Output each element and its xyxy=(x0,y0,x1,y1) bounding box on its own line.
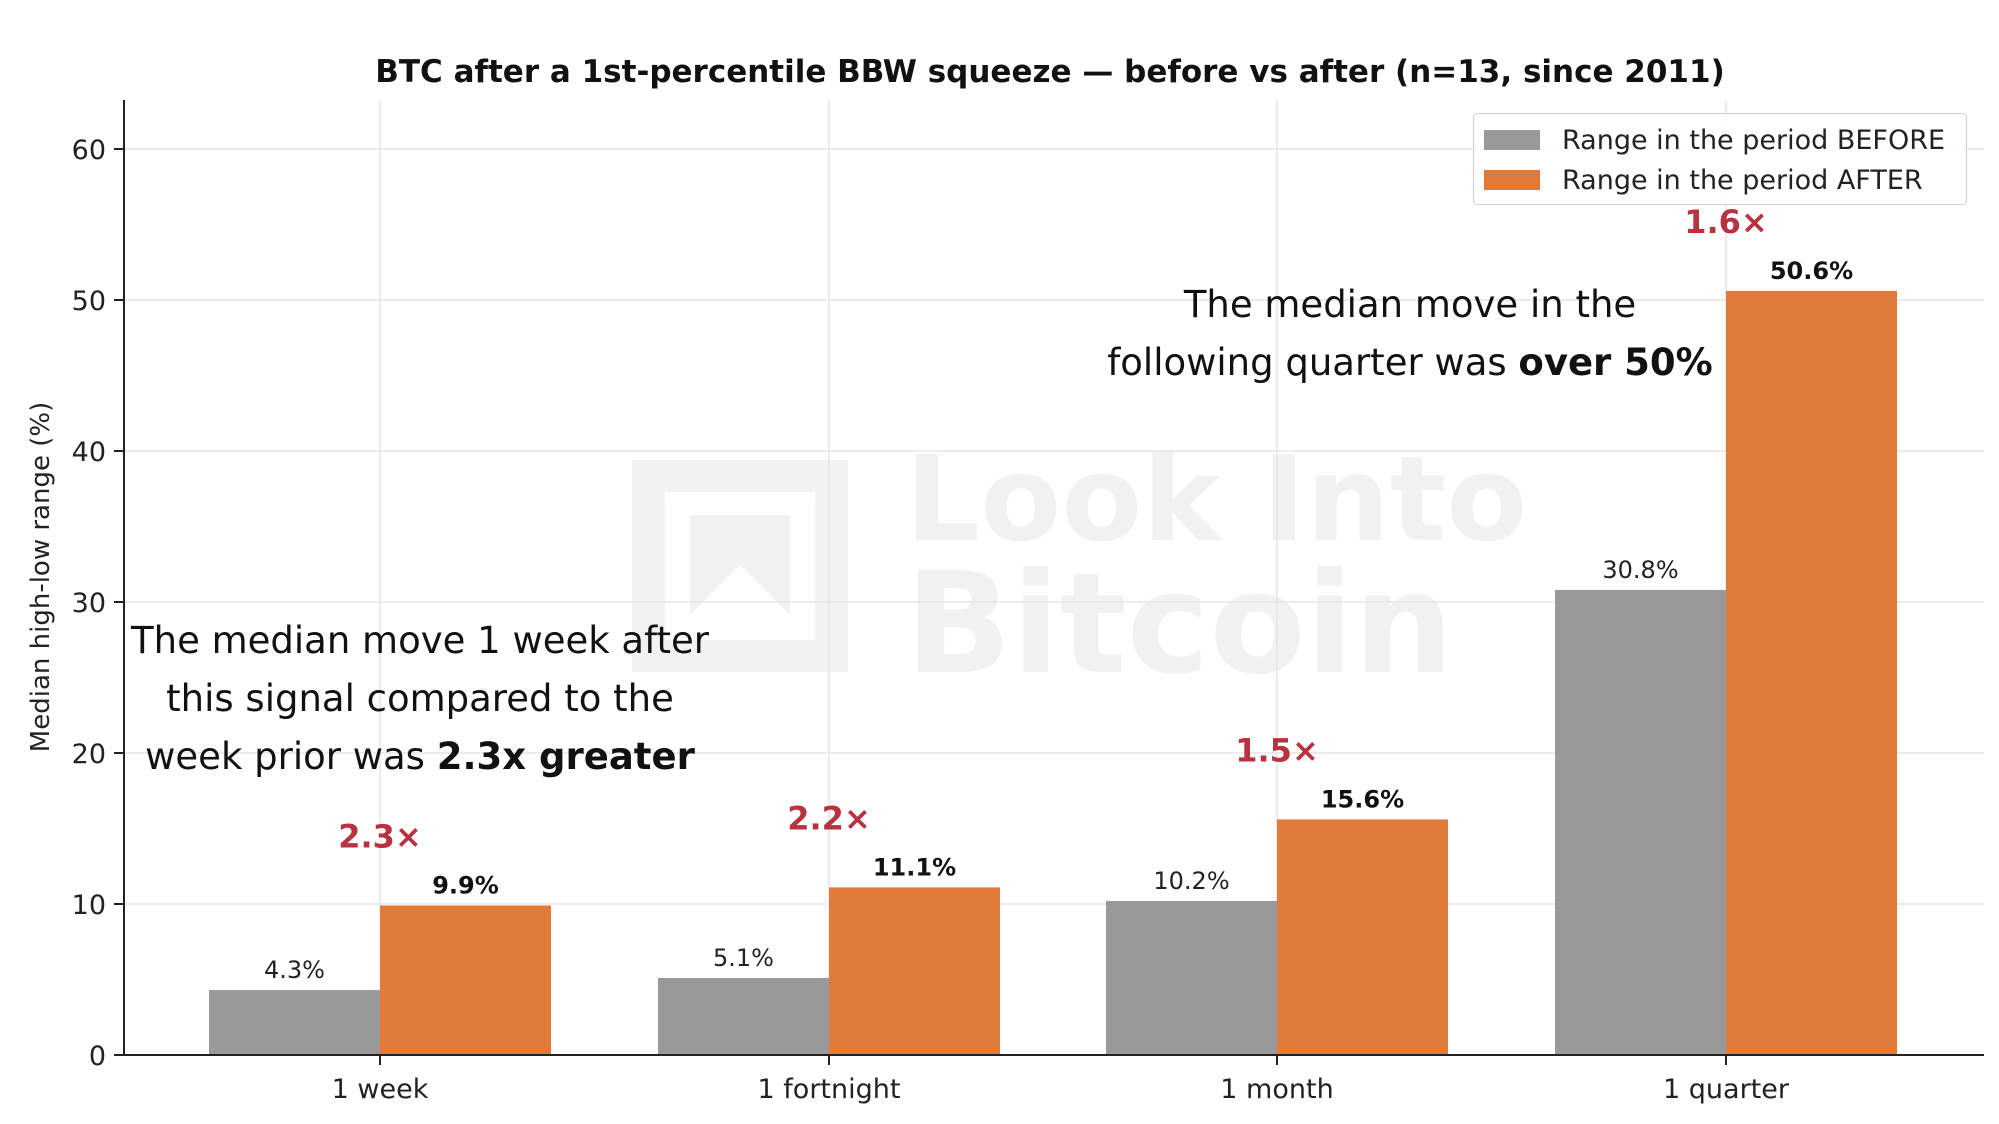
bar-before xyxy=(1555,589,1726,1055)
annotation-quarter-line1: The median move in the xyxy=(1183,283,1637,326)
y-tick-label: 40 xyxy=(72,437,106,468)
annotation-quarter-line2-bold: over 50% xyxy=(1518,341,1713,384)
watermark-logo: Look Into Bitcoin xyxy=(632,430,1527,706)
legend-swatch-after xyxy=(1484,170,1540,190)
annotation-week-line3: week prior was 2.3x greater xyxy=(120,728,720,786)
data-label-after: 11.1% xyxy=(873,853,956,881)
axes-group xyxy=(123,100,1984,1056)
chart-title: BTC after a 1st-percentile BBW squeeze —… xyxy=(375,54,1724,90)
legend-swatch-before xyxy=(1484,130,1540,150)
y-tick-label: 30 xyxy=(72,588,106,619)
y-ticks-group: 0 10 20 30 40 50 60 xyxy=(72,135,124,1072)
annotation-quarter-line2: following quarter was over 50% xyxy=(1090,334,1730,392)
bar-after xyxy=(1726,290,1897,1055)
data-label-before: 30.8% xyxy=(1602,556,1678,584)
watermark-text-line1: Look Into xyxy=(905,430,1527,568)
bar-after xyxy=(380,905,551,1055)
data-label-after: 15.6% xyxy=(1321,785,1404,813)
ratio-label: 1.5× xyxy=(1235,731,1319,769)
bar-before xyxy=(209,990,380,1055)
data-labels-group: 4.3% 9.9% 2.3× 5.1% 11.1%2.2× 10.2% 15.6%1.5× 3… xyxy=(264,203,1853,984)
x-ticks-group: 1 week 1 fortnight 1 month 1 quarter xyxy=(332,1055,1790,1105)
y-tick-label: 10 xyxy=(72,890,106,921)
ratio-label: 2.2× xyxy=(787,799,871,837)
annotation-week-line3-bold: 2.3x greater xyxy=(436,735,695,778)
annotation-quarter: The median move in the following quarter… xyxy=(1090,276,1730,392)
annotation-week: The median move 1 week after this signal… xyxy=(120,612,720,786)
ratio-label: 2.3× xyxy=(338,818,422,856)
legend-label-before: Range in the period BEFORE xyxy=(1562,124,1946,156)
ratio-label: 1.6× xyxy=(1684,203,1768,241)
y-tick-label: 50 xyxy=(72,286,106,317)
legend: Range in the period BEFORE Range in the … xyxy=(1473,113,1967,205)
bar-before xyxy=(1106,900,1277,1055)
annotation-week-line1: The median move 1 week after xyxy=(131,619,709,662)
bar-before xyxy=(658,977,829,1055)
legend-item-before: Range in the period BEFORE xyxy=(1484,124,1945,156)
bars-group xyxy=(209,290,1897,1055)
data-label-before: 10.2% xyxy=(1153,867,1229,895)
x-tick-label: 1 quarter xyxy=(1663,1074,1790,1105)
annotation-week-line2: this signal compared to the xyxy=(166,677,674,720)
legend-label-after: Range in the period AFTER xyxy=(1562,164,1923,196)
annotation-quarter-line2-prefix: following quarter was xyxy=(1107,341,1519,384)
y-tick-label: 60 xyxy=(72,135,106,166)
bar-after xyxy=(1277,819,1448,1055)
annotation-week-line3-prefix: week prior was xyxy=(145,735,437,778)
data-label-after: 9.9% xyxy=(432,872,499,900)
x-tick-label: 1 month xyxy=(1220,1074,1333,1105)
y-axis-label: Median high-low range (%) xyxy=(26,402,56,752)
bar-after xyxy=(829,887,1000,1055)
watermark-text-line2: Bitcoin xyxy=(905,543,1453,706)
data-label-before: 5.1% xyxy=(713,944,774,972)
data-label-after: 50.6% xyxy=(1770,257,1853,285)
y-tick-label: 20 xyxy=(72,739,106,770)
y-tick-label: 0 xyxy=(89,1041,106,1072)
legend-item-after: Range in the period AFTER xyxy=(1484,164,1923,196)
x-tick-label: 1 fortnight xyxy=(758,1074,901,1105)
x-tick-label: 1 week xyxy=(332,1074,429,1105)
data-label-before: 4.3% xyxy=(264,956,325,984)
